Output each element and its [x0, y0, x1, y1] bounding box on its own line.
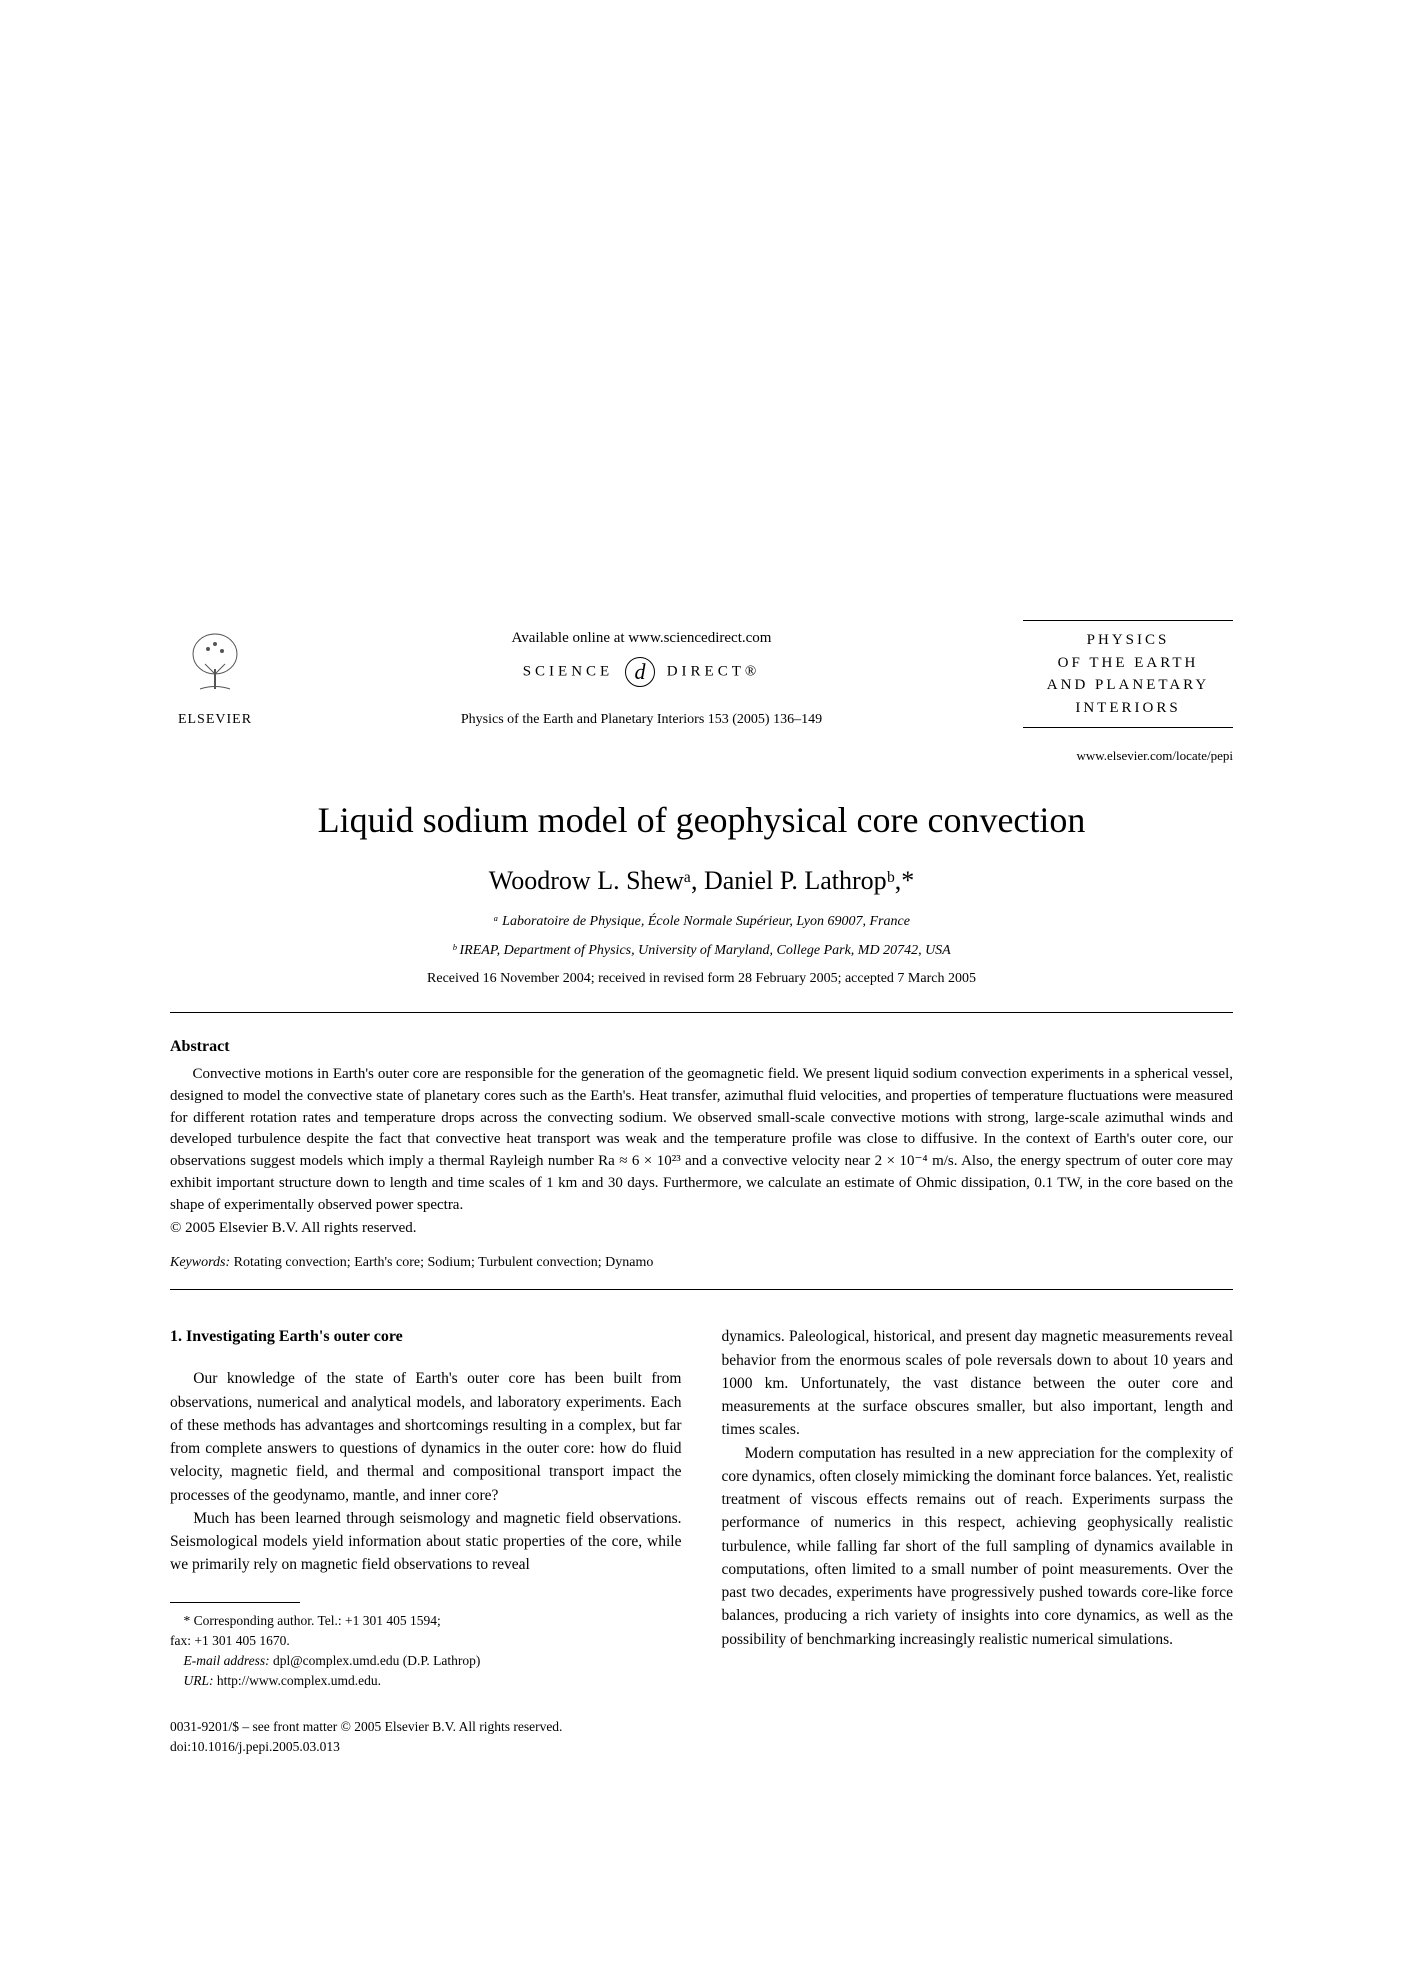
- journal-name-line4: INTERIORS: [1027, 697, 1229, 720]
- section-1-p1: Our knowledge of the state of Earth's ou…: [170, 1367, 682, 1507]
- affiliation-a: ᵃ Laboratoire de Physique, École Normale…: [170, 911, 1233, 932]
- section-1-p3: dynamics. Paleological, historical, and …: [722, 1325, 1234, 1441]
- footnote-corresponding: * Corresponding author. Tel.: +1 301 405…: [170, 1611, 682, 1631]
- footnote-email-line: E-mail address: dpl@complex.umd.edu (D.P…: [170, 1651, 682, 1671]
- authors: Woodrow L. Shewᵃ, Daniel P. Lathropᵇ,*: [170, 866, 1233, 896]
- citation-text: Physics of the Earth and Planetary Inter…: [280, 712, 1003, 728]
- section-1-p4: Modern computation has resulted in a new…: [722, 1442, 1234, 1651]
- journal-name-line3: AND PLANETARY: [1027, 674, 1229, 697]
- footnote-url-line: URL: http://www.complex.umd.edu.: [170, 1671, 682, 1691]
- journal-name-line1: PHYSICS: [1027, 629, 1229, 652]
- footer-line1: 0031-9201/$ – see front matter © 2005 El…: [170, 1717, 1233, 1737]
- abstract-text: Convective motions in Earth's outer core…: [170, 1064, 1233, 1216]
- footnote-fax: fax: +1 301 405 1670.: [170, 1631, 682, 1651]
- publisher-logo: ELSEVIER: [170, 629, 260, 728]
- right-column: dynamics. Paleological, historical, and …: [722, 1325, 1234, 1691]
- submission-dates: Received 16 November 2004; received in r…: [170, 971, 1233, 987]
- abstract-heading: Abstract: [170, 1038, 1233, 1056]
- science-direct-at-icon: d: [625, 657, 655, 687]
- journal-url[interactable]: www.elsevier.com/locate/pepi: [170, 748, 1233, 764]
- footer-info: 0031-9201/$ – see front matter © 2005 El…: [170, 1717, 1233, 1758]
- divider-rule: [170, 1012, 1233, 1013]
- footnote-email[interactable]: dpl@complex.umd.edu (D.P. Lathrop): [270, 1653, 481, 1668]
- footnotes: * Corresponding author. Tel.: +1 301 405…: [170, 1611, 682, 1692]
- abstract-copyright: © 2005 Elsevier B.V. All rights reserved…: [170, 1220, 1233, 1237]
- section-1-p2: Much has been learned through seismology…: [170, 1507, 682, 1577]
- section-1-heading: 1. Investigating Earth's outer core: [170, 1325, 682, 1349]
- footnote-email-label: E-mail address:: [184, 1653, 270, 1668]
- footnote-url[interactable]: http://www.complex.umd.edu.: [214, 1673, 381, 1688]
- keywords-label: Keywords:: [170, 1255, 230, 1270]
- footer-doi: doi:10.1016/j.pepi.2005.03.013: [170, 1737, 1233, 1757]
- elsevier-tree-icon: [170, 629, 260, 708]
- journal-column: PHYSICS OF THE EARTH AND PLANETARY INTER…: [1023, 620, 1233, 728]
- paper-title: Liquid sodium model of geophysical core …: [170, 799, 1233, 841]
- journal-name-line2: OF THE EARTH: [1027, 652, 1229, 675]
- header-row: ELSEVIER Available online at www.science…: [170, 620, 1233, 728]
- science-direct-left: SCIENCE: [523, 663, 614, 679]
- available-online-text: Available online at www.sciencedirect.co…: [280, 630, 1003, 647]
- science-direct-right: DIRECT®: [667, 663, 761, 679]
- footnote-url-label: URL:: [184, 1673, 214, 1688]
- science-direct-logo: SCIENCE d DIRECT®: [280, 657, 1003, 687]
- affiliation-b: ᵇ IREAP, Department of Physics, Universi…: [170, 940, 1233, 961]
- footnote-rule: [170, 1602, 300, 1603]
- header-center: Available online at www.sciencedirect.co…: [260, 630, 1023, 728]
- body-columns: 1. Investigating Earth's outer core Our …: [170, 1325, 1233, 1691]
- journal-title-box: PHYSICS OF THE EARTH AND PLANETARY INTER…: [1023, 620, 1233, 728]
- publisher-name: ELSEVIER: [170, 712, 260, 728]
- divider-rule: [170, 1289, 1233, 1290]
- keywords-line: Keywords: Rotating convection; Earth's c…: [170, 1255, 1233, 1271]
- left-column: 1. Investigating Earth's outer core Our …: [170, 1325, 682, 1691]
- keywords-text: Rotating convection; Earth's core; Sodiu…: [230, 1255, 653, 1270]
- paper-page: ELSEVIER Available online at www.science…: [0, 0, 1403, 1837]
